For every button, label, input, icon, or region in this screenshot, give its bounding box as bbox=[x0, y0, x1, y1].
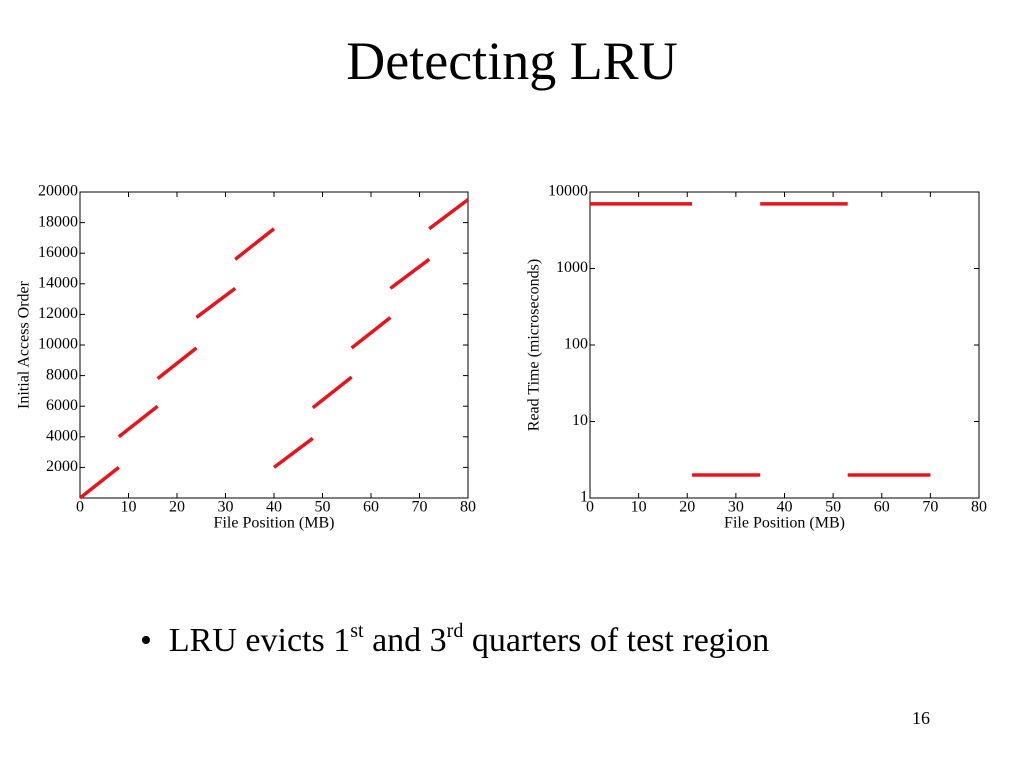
y-tick-label: 20000 bbox=[38, 183, 78, 200]
y-tick-label: 10 bbox=[572, 412, 588, 429]
x-tick-label: 40 bbox=[777, 499, 793, 516]
bullet-text: LRU evicts 1 bbox=[168, 622, 351, 659]
x-tick-label: 60 bbox=[874, 499, 890, 516]
plot-area bbox=[589, 191, 980, 499]
x-tick-label: 0 bbox=[76, 499, 84, 516]
plot-area bbox=[79, 191, 469, 499]
slide-title: Detecting LRU bbox=[346, 31, 678, 91]
x-tick-label: 80 bbox=[971, 499, 987, 516]
y-axis-label: Read Time (microseconds) bbox=[526, 259, 543, 431]
y-axis-label: Initial Access Order bbox=[16, 280, 33, 409]
x-tick-label: 30 bbox=[218, 499, 234, 516]
bullet-text: quarters of test region bbox=[463, 622, 770, 659]
bullet-text: and 3 bbox=[363, 622, 447, 659]
data-line bbox=[590, 202, 931, 477]
x-tick-label: 20 bbox=[169, 499, 185, 516]
x-tick-label: 50 bbox=[825, 499, 841, 516]
data-line bbox=[78, 198, 470, 500]
x-tick-label: 50 bbox=[315, 499, 331, 516]
x-tick-label: 40 bbox=[266, 499, 282, 516]
x-tick-label: 80 bbox=[460, 499, 476, 516]
x-axis-label: File Position (MB) bbox=[214, 515, 335, 532]
y-tick-label: 10000 bbox=[38, 336, 78, 353]
x-tick-label: 10 bbox=[121, 499, 137, 516]
chart: 0 10 20 30 40 50 60 70 80 2000 4000 6000 8000 10000 12… bbox=[16, 183, 476, 532]
y-tick-label: 4000 bbox=[46, 427, 78, 444]
page-number: 16 bbox=[912, 708, 930, 728]
y-tick-label: 8000 bbox=[46, 366, 78, 383]
bullet-sup: rd bbox=[446, 620, 464, 642]
chart: 0 10 20 30 40 50 60 70 80 1 10 100 1000 10000 File Pos… bbox=[526, 183, 987, 532]
x-tick-label: 0 bbox=[586, 499, 594, 516]
x-tick-label: 10 bbox=[631, 499, 647, 516]
y-tick-label: 10000 bbox=[548, 183, 588, 200]
y-tick-label: 1000 bbox=[556, 259, 588, 276]
x-tick-label: 70 bbox=[922, 499, 938, 516]
y-tick-label: 2000 bbox=[46, 458, 78, 475]
y-tick-label: 1 bbox=[580, 489, 588, 506]
x-tick-label: 30 bbox=[728, 499, 744, 516]
y-tick-label: 6000 bbox=[46, 397, 78, 414]
y-tick-label: 14000 bbox=[38, 274, 78, 291]
x-tick-label: 20 bbox=[679, 499, 695, 516]
bullet: • LRU evicts 1st and 3rd quarters of tes… bbox=[140, 620, 770, 659]
y-tick-label: 12000 bbox=[38, 305, 78, 322]
x-axis-label: File Position (MB) bbox=[724, 515, 845, 532]
y-tick-label: 100 bbox=[564, 336, 588, 353]
x-tick-label: 60 bbox=[363, 499, 379, 516]
y-tick-label: 16000 bbox=[38, 244, 78, 261]
y-tick-label: 18000 bbox=[38, 213, 78, 230]
bullet-sup: st bbox=[350, 620, 364, 642]
x-tick-label: 70 bbox=[412, 499, 428, 516]
